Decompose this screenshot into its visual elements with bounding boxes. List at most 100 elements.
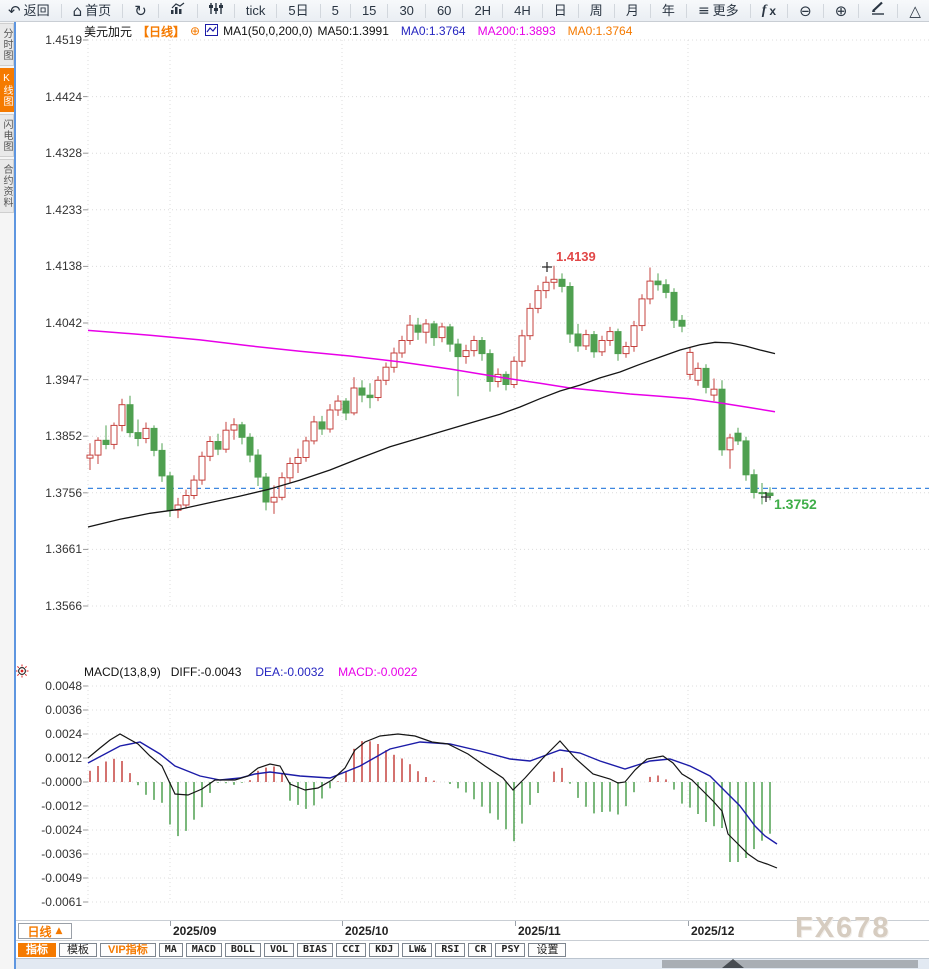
indicator-tab-VIP指标[interactable]: VIP指标	[100, 942, 156, 957]
horizontal-scrollbar-thumb[interactable]	[662, 960, 918, 968]
mini-chart-icon	[205, 23, 219, 39]
toolbar-item-zoom-in[interactable]: ⊕	[835, 2, 848, 20]
indicator-tab-MACD[interactable]: MACD	[185, 942, 222, 957]
indicator-tab-BOLL[interactable]: BOLL	[224, 942, 261, 957]
price-axis-label: 1.4519	[45, 33, 82, 47]
price-axis-label: 1.4233	[45, 202, 82, 217]
toolbar-separator	[424, 3, 426, 18]
x-axis-tick	[688, 921, 689, 926]
toolbar-item-更多[interactable]: ≡ 更多	[697, 2, 739, 19]
indicator-tab-CR[interactable]: CR	[468, 942, 493, 957]
toolbar-item-pencil[interactable]	[870, 1, 886, 21]
price-axis-label: 1.4328	[45, 146, 82, 161]
toolbar-separator	[349, 3, 351, 18]
toolbar-separator	[60, 3, 62, 18]
toolbar-item-candles[interactable]	[208, 1, 223, 21]
sidebar-tab-闪电图[interactable]: 闪电图	[0, 114, 14, 157]
indicator-tab-指标[interactable]: 指标	[18, 942, 56, 957]
macd-axis-label: 0.0012	[45, 751, 82, 765]
watermark: FX678	[795, 912, 891, 944]
period-selector[interactable]: 日线 ▲	[18, 923, 72, 939]
indicator-tab-VOL[interactable]: VOL	[263, 942, 295, 957]
macd-axis-label: -0.0049	[41, 871, 82, 885]
indicator-tab-CCI[interactable]: CCI	[336, 942, 367, 957]
sidebar-tab-K线图[interactable]: K线图	[0, 68, 14, 112]
fx-icon: f	[761, 2, 767, 18]
toolbar-item-首页[interactable]: ⌂ 首页	[72, 1, 112, 20]
indicator-tab-KDJ[interactable]: KDJ	[369, 942, 400, 957]
macd-value-2: MACD:-0.0022	[338, 665, 418, 679]
toolbar-item-60[interactable]: 60	[436, 2, 452, 18]
x-axis-strip: 日线 ▲ 2025/09 2025/10 2025/11 2025/12	[16, 920, 929, 941]
toolbar-separator	[319, 3, 321, 18]
price-axis-label: 1.3947	[45, 372, 82, 387]
indicator-tab-模板[interactable]: 模板	[59, 942, 97, 957]
toolbar-item-zoom-out[interactable]: ⊖	[799, 2, 812, 20]
left-sidebar: 分时图 K线图闪电图合约资料	[0, 22, 16, 969]
ma-value-1: MA0:1.3764	[400, 24, 466, 38]
horizontal-scrollbar-track[interactable]	[0, 958, 929, 969]
toolbar-item-返回[interactable]: ↶ 返回	[8, 1, 50, 20]
top-toolbar: ↶ 返回 ⌂ 首页 ↻ tick 5日 5 15 30 60 2H 4H 日 周 月 年 ≡ 更多 f x ⊖ ⊕ △	[0, 0, 929, 22]
macd-title[interactable]: MACD(13,8,9)	[84, 665, 161, 679]
price-axis-label: 1.4424	[45, 89, 82, 104]
indicator-tab-LW&[interactable]: LW&	[402, 942, 433, 957]
indicator-tab-BIAS[interactable]: BIAS	[297, 942, 334, 957]
toolbar-item-refresh[interactable]: ↻	[134, 2, 147, 20]
toolbar-item-4H[interactable]: 4H	[514, 2, 531, 18]
toolbar-item-年[interactable]: 年	[661, 2, 675, 18]
sidebar-tab-合约资料[interactable]: 合约资料	[0, 159, 14, 213]
price-axis-label: 1.3756	[45, 485, 82, 500]
zoom-in-icon: ⊕	[834, 1, 848, 20]
toolbar-separator	[502, 3, 504, 18]
symbol-name[interactable]: 美元加元	[84, 24, 133, 39]
zoom-out-icon: ⊖	[799, 1, 812, 20]
indicator-tab-设置[interactable]: 设置	[528, 942, 567, 957]
indicator-tab-bar: 指标 模板 VIP指标 MA MACD BOLL VOL BIAS CCI KDJ LW& RSI CR…	[16, 942, 929, 957]
macd-value-1: DEA:-0.0032	[255, 665, 325, 679]
svg-text:1.4139: 1.4139	[556, 249, 596, 264]
x-axis-tick	[170, 921, 171, 926]
indicator-tab-RSI[interactable]: RSI	[435, 942, 466, 957]
x-axis-tick	[342, 921, 343, 926]
toolbar-separator	[749, 3, 751, 18]
x-axis-tick	[515, 921, 516, 926]
toolbar-item-tick[interactable]: tick	[245, 2, 266, 18]
toolbar-separator	[649, 3, 651, 18]
price-axis-label: 1.4138	[45, 259, 82, 274]
ma-value-2: MA200:1.3893	[477, 24, 556, 38]
toolbar-item-2H[interactable]: 2H	[474, 2, 492, 18]
expand-icon[interactable]: ⊕	[190, 24, 201, 38]
indicator-tab-PSY[interactable]: PSY	[495, 942, 526, 957]
triangle-draw-icon: △	[909, 1, 921, 20]
period-label: 日线	[27, 924, 52, 939]
toolbar-item-triangle[interactable]: △	[909, 2, 921, 20]
toolbar-item-日[interactable]: 日	[553, 2, 567, 18]
bar-chart-icon	[170, 1, 186, 21]
scrollbar-handle-icon[interactable]	[722, 959, 744, 968]
toolbar-item-月[interactable]: 月	[625, 2, 639, 18]
price-axis-label: 1.4042	[45, 316, 82, 330]
price-axis-label: 1.3661	[45, 542, 82, 557]
toolbar-item-30[interactable]: 30	[399, 2, 414, 18]
macd-axis-label: -0.0012	[41, 799, 82, 813]
toolbar-item-bar-chart[interactable]	[170, 1, 186, 21]
toolbar-item-15[interactable]: 15	[361, 2, 377, 18]
candlestick-icon	[208, 1, 223, 21]
ma-settings-label[interactable]: MA1(50,0,200,0)	[223, 24, 313, 38]
macd-axis-label: 0.0048	[45, 679, 82, 693]
indicator-tab-MA[interactable]: MA	[158, 942, 183, 957]
sidebar-tab-分时图[interactable]: 分时图	[0, 23, 14, 66]
ma-values: MA50:1.3991 MA0:1.3764 MA200:1.3893 MA0:1.3…	[317, 24, 632, 38]
price-axis-label: 1.3852	[45, 429, 82, 444]
toolbar-item-5日[interactable]: 5日	[288, 2, 309, 18]
toolbar-item-周[interactable]: 周	[589, 2, 603, 18]
pencil-icon	[870, 1, 886, 21]
toolbar-separator	[897, 3, 899, 18]
period-tag: 【日线】	[137, 24, 186, 39]
toolbar-item-5[interactable]: 5	[331, 2, 339, 18]
x-axis-label: 2025/09	[173, 924, 217, 938]
